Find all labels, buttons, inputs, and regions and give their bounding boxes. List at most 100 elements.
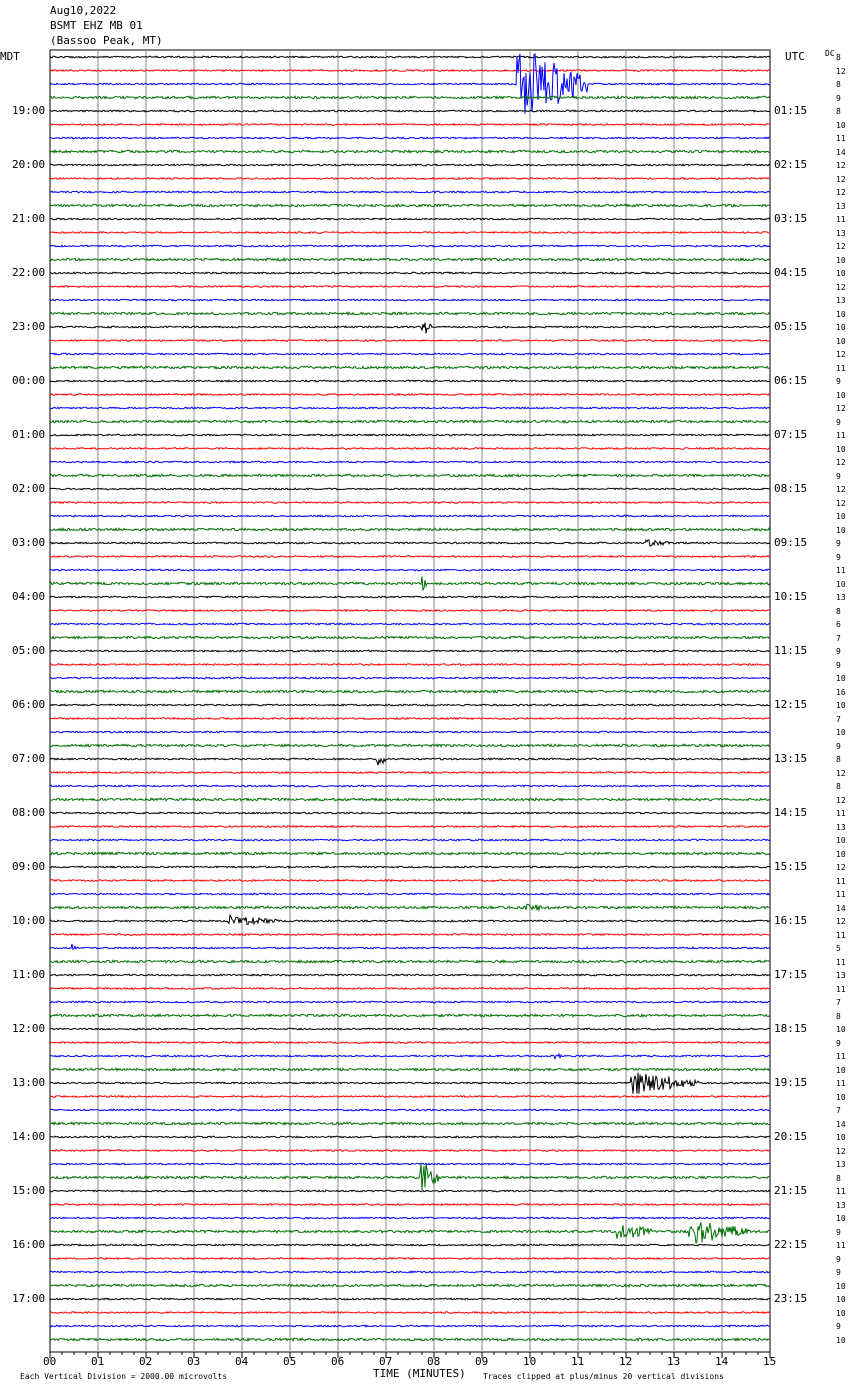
trace-line <box>49 1189 771 1193</box>
dc-offset-label: 9 <box>836 552 841 562</box>
left-hour-label: 09:00 <box>12 860 46 873</box>
station-label: BSMT EHZ MB 01 <box>50 19 143 32</box>
trace-line <box>49 1013 771 1018</box>
dc-offset-label: 11 <box>836 134 846 143</box>
x-tick-label: 06 <box>331 1355 345 1368</box>
dc-offset-label: 8 <box>836 53 841 62</box>
trace-line <box>49 446 771 451</box>
left-hour-label: 10:00 <box>12 914 46 927</box>
dc-offset-label: 7 <box>836 714 841 724</box>
trace-line <box>49 473 771 478</box>
right-hour-label: 10:15 <box>774 590 808 603</box>
x-tick-label: 03 <box>187 1355 201 1368</box>
x-tick-label: 14 <box>715 1355 729 1368</box>
trace-line <box>49 943 771 951</box>
dc-offset-label: 10 <box>836 1065 846 1075</box>
dc-offset-label: 7 <box>836 633 841 643</box>
dc-offset-label: 11 <box>836 809 846 818</box>
dc-offset-label: 11 <box>836 215 846 224</box>
dc-offset-label: 13 <box>836 822 846 832</box>
right-hour-label: 12:15 <box>774 698 808 711</box>
trace-line <box>49 190 771 194</box>
trace-line <box>49 298 771 302</box>
dc-offset-label: 10 <box>836 836 846 845</box>
trace-line <box>49 203 771 208</box>
trace-line <box>49 635 771 640</box>
left-hour-label: 01:00 <box>12 428 46 441</box>
dc-offset-label: 10 <box>836 120 846 130</box>
dc-offset-label: 11 <box>836 1187 846 1196</box>
trace-line <box>49 1052 770 1061</box>
trace-line <box>49 797 771 802</box>
dc-offset-label: 11 <box>836 890 846 899</box>
trace-line <box>49 986 771 991</box>
trace-line <box>49 419 771 424</box>
left-hour-label: 20:00 <box>12 158 46 171</box>
right-hour-label: 19:15 <box>774 1076 808 1089</box>
dc-offset-label: 8 <box>836 80 841 89</box>
scale-note: Each Vertical Division = 2000.00 microvo… <box>20 1372 228 1381</box>
right-hour-label: 22:15 <box>774 1238 808 1251</box>
trace-line <box>49 568 771 572</box>
trace-line <box>49 903 771 912</box>
dc-offset-label: 8 <box>836 755 841 764</box>
dc-offset-label: 10 <box>836 309 846 319</box>
dc-offset-label: 10 <box>836 1025 846 1034</box>
dc-offset-label: 14 <box>836 1119 846 1129</box>
dc-offset-label: 13 <box>836 1160 846 1169</box>
dc-offset-label: 8 <box>836 1173 841 1183</box>
trace-line <box>49 1067 771 1072</box>
trace-line <box>49 95 771 100</box>
dc-offset-label: 10 <box>836 1335 846 1345</box>
trace-line <box>49 1040 771 1045</box>
right-hour-label: 08:15 <box>774 482 808 495</box>
trace-line <box>49 1310 771 1315</box>
left-hour-label: 03:00 <box>12 536 46 549</box>
x-tick-label: 00 <box>43 1355 57 1368</box>
dc-offset-label: 12 <box>836 863 846 872</box>
dc-offset-label: 10 <box>836 512 846 521</box>
trace-line <box>49 595 771 599</box>
trace-line <box>49 149 771 154</box>
dc-offset-label: 9 <box>836 1038 841 1048</box>
trace-line <box>49 1162 771 1166</box>
dc-offset-label: 8 <box>836 606 841 616</box>
right-hour-label: 02:15 <box>774 158 808 171</box>
trace-line <box>49 527 771 532</box>
dc-offset-label: 12 <box>836 174 846 184</box>
trace-line <box>49 1108 771 1112</box>
dc-offset-label: 10 <box>836 1133 846 1142</box>
dc-offset-label: 11 <box>836 566 846 575</box>
dc-offset-label: 10 <box>836 849 846 859</box>
trace-line <box>49 622 771 626</box>
trace-line <box>49 55 771 59</box>
x-tick-label: 08 <box>427 1355 441 1368</box>
dc-offset-label: 9 <box>836 647 841 656</box>
dc-offset-label: 7 <box>836 1106 841 1115</box>
trace-line <box>49 838 771 842</box>
x-axis-label: TIME (MINUTES) <box>373 1367 466 1380</box>
trace-line <box>49 649 771 653</box>
right-hour-label: 04:15 <box>774 266 808 279</box>
x-tick-label: 05 <box>283 1355 297 1368</box>
trace-line <box>49 1072 771 1094</box>
dc-offset-label: 11 <box>836 431 846 440</box>
left-hour-label: 14:00 <box>12 1130 46 1143</box>
trace-line <box>49 52 771 115</box>
trace-line <box>49 68 771 73</box>
trace-line <box>50 1027 771 1031</box>
left-hour-label: 11:00 <box>12 968 46 981</box>
clip-note: Traces clipped at plus/minus 20 vertical… <box>483 1372 724 1381</box>
trace-line <box>49 730 771 734</box>
trace-line <box>49 365 771 370</box>
trace-line <box>49 1162 771 1191</box>
trace-line <box>49 576 771 592</box>
dc-label: DC <box>825 49 835 58</box>
trace-line <box>49 122 771 127</box>
trace-line <box>49 770 771 775</box>
right-hour-label: 09:15 <box>774 536 808 549</box>
dc-offset-label: 11 <box>836 984 846 994</box>
dc-offset-label: 9 <box>836 93 841 103</box>
dc-offset-label: 11 <box>836 1241 846 1250</box>
